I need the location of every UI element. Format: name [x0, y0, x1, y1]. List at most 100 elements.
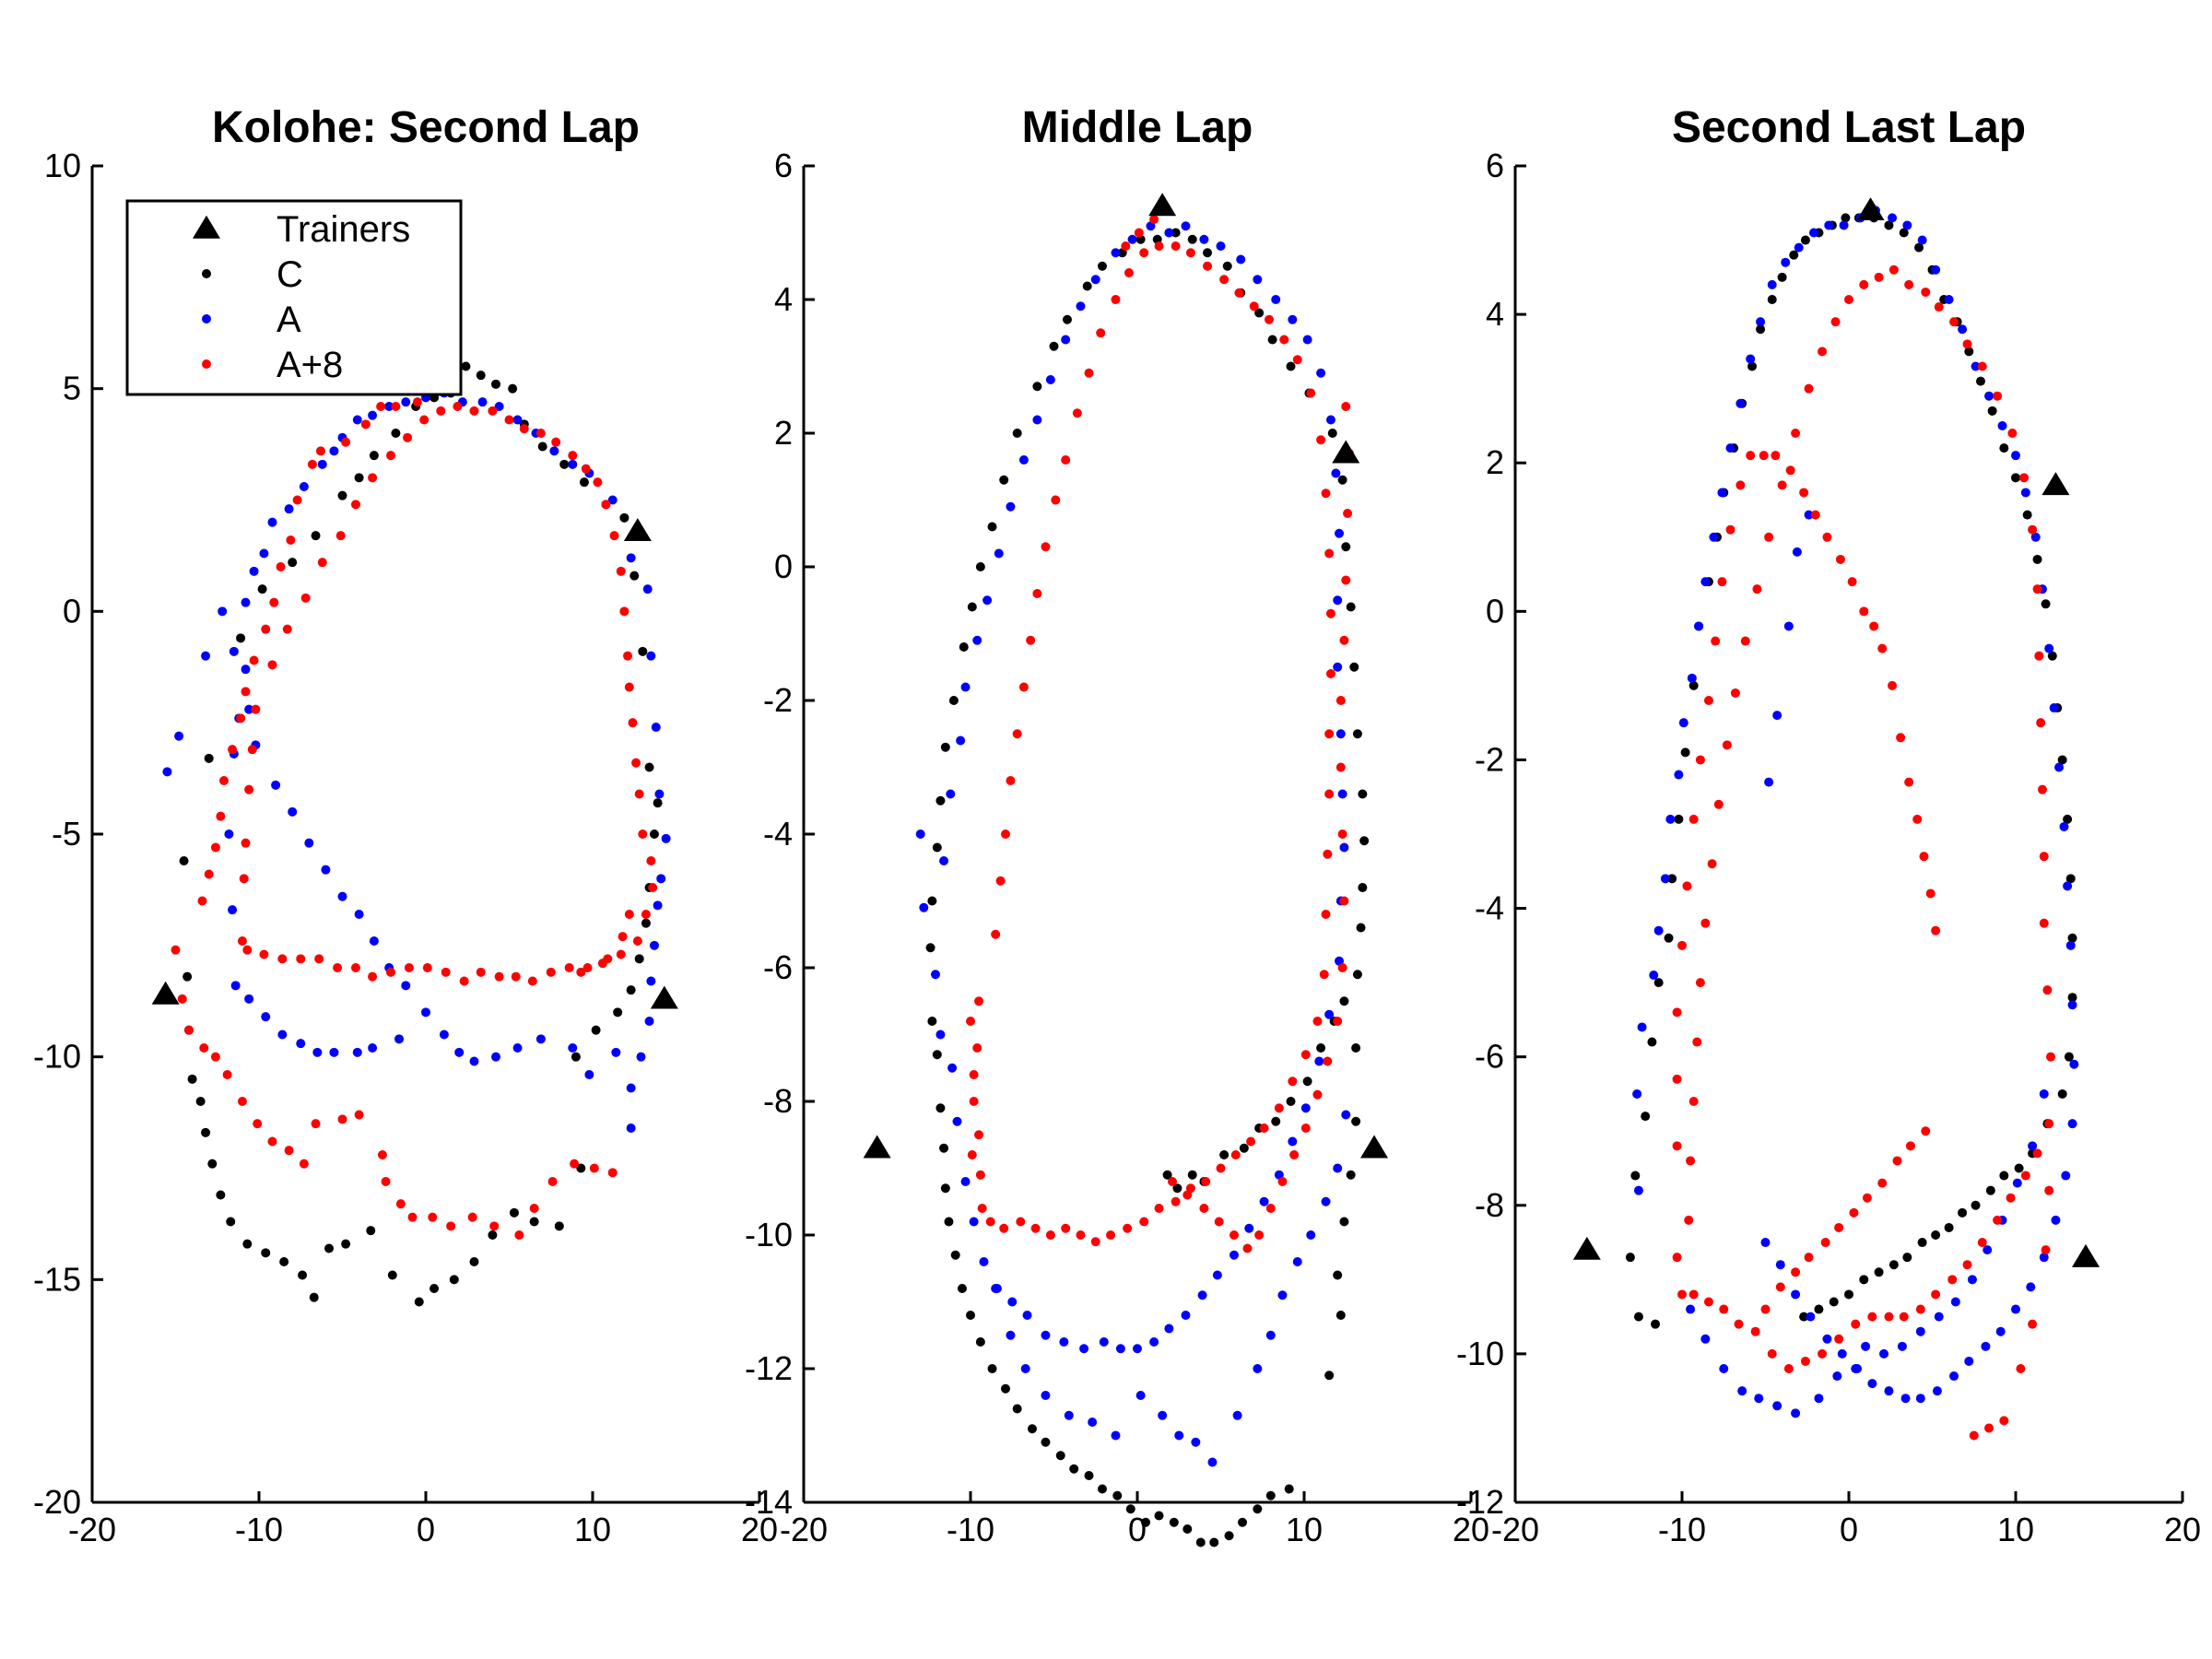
point-a: [201, 651, 211, 661]
point-a: [1709, 532, 1719, 542]
point-a-8: [1321, 488, 1331, 499]
point-c: [1001, 1383, 1011, 1394]
point-a: [1949, 1371, 1959, 1382]
point-a-8: [286, 535, 296, 545]
point-a: [1212, 1270, 1222, 1280]
point-a-8: [1339, 635, 1349, 645]
point-c: [1267, 335, 1277, 345]
point-a: [947, 1063, 958, 1073]
point-a-8: [985, 1217, 995, 1227]
panel-3-title: Second Last Lap: [1672, 103, 2026, 152]
point-a: [1302, 335, 1312, 345]
point-c: [2022, 510, 2032, 520]
point-c: [1844, 1289, 1853, 1300]
point-a-8: [1904, 777, 1914, 787]
point-c: [1224, 1531, 1234, 1541]
point-a-8: [2036, 718, 2046, 728]
point-c: [1874, 1267, 1884, 1277]
point-a: [1632, 1088, 1642, 1099]
point-a: [1061, 335, 1071, 345]
point-a: [1059, 1337, 1069, 1347]
point-c: [634, 954, 644, 964]
point-a: [162, 767, 172, 777]
point-a: [454, 1047, 465, 1057]
point-a-8: [1171, 1196, 1181, 1206]
point-a-8: [1934, 302, 1944, 312]
point-a: [1316, 368, 1326, 378]
point-c: [354, 473, 364, 483]
point-a-8: [381, 1177, 391, 1186]
panel-2-series-c: [925, 228, 1370, 1547]
point-a-8: [337, 1114, 347, 1124]
point-a-8: [1993, 391, 2003, 401]
point-a-8: [1001, 830, 1011, 839]
point-c: [1049, 341, 1059, 351]
point-a: [2020, 488, 2030, 498]
point-c: [1777, 272, 1787, 282]
point-a-8: [1672, 1074, 1682, 1084]
point-a-8: [1777, 480, 1787, 490]
point-a-8: [1684, 1215, 1694, 1225]
point-c: [940, 1183, 950, 1194]
point-c: [2047, 651, 2057, 661]
point-a-8: [459, 976, 469, 986]
point-a-8: [1896, 733, 1906, 743]
point-a: [2030, 532, 2041, 542]
point-a-8: [1016, 1217, 1026, 1227]
point-c: [579, 477, 589, 488]
point-c: [179, 856, 189, 865]
point-a-8: [1139, 1217, 1149, 1227]
point-a: [960, 682, 971, 692]
point-a: [1760, 1238, 1771, 1248]
point-a-8: [210, 1052, 220, 1062]
point-a-8: [1688, 1097, 1699, 1106]
point-c: [1286, 361, 1296, 371]
panel-2-y-tick-label: -12: [745, 1349, 793, 1387]
point-a: [1191, 1437, 1201, 1447]
point-a-8: [616, 949, 626, 959]
point-a-8: [529, 1204, 539, 1213]
point-a: [1915, 1394, 1925, 1404]
point-a-8: [269, 597, 279, 607]
point-a-8: [1791, 429, 1801, 438]
point-a: [1735, 398, 1746, 408]
panel-3-series-a-8: [1672, 265, 2056, 1441]
point-a-8: [1171, 241, 1181, 251]
point-a-8: [1760, 1304, 1771, 1314]
legend-box: [125, 199, 463, 396]
point-a: [915, 830, 925, 839]
point-a-8: [259, 949, 269, 959]
point-a: [491, 1052, 501, 1062]
point-a: [241, 665, 251, 675]
point-a: [1687, 673, 1697, 683]
point-a: [288, 806, 298, 817]
point-c: [1917, 1238, 1927, 1248]
point-c: [207, 1159, 218, 1169]
point-c: [1335, 1311, 1346, 1320]
point-a: [1814, 1394, 1824, 1404]
point-a: [1884, 1386, 1894, 1396]
panel-1-series-c: [179, 361, 663, 1307]
point-a-8: [1822, 532, 1832, 542]
point-a-8: [199, 1043, 209, 1053]
point-a-8: [296, 954, 306, 964]
point-c: [653, 798, 663, 808]
legend-label-trainers: Trainers: [276, 209, 410, 250]
point-c: [288, 558, 298, 568]
point-a: [1115, 1344, 1125, 1354]
point-a-8: [1869, 621, 1879, 631]
point-a-8: [1335, 762, 1346, 772]
point-a: [661, 833, 671, 843]
panel-2-series-a: [915, 221, 1351, 1467]
point-a: [1041, 1391, 1051, 1400]
point-a: [994, 548, 1004, 559]
point-a-8: [253, 1119, 263, 1129]
panel-2-y-tick-label: 6: [774, 147, 793, 184]
point-a-8: [171, 945, 181, 955]
point-a-8: [335, 531, 346, 541]
legend-marker-a: [202, 314, 211, 324]
point-a-8: [1061, 1223, 1071, 1233]
point-a: [1915, 1326, 1925, 1336]
point-c: [1651, 1319, 1661, 1329]
